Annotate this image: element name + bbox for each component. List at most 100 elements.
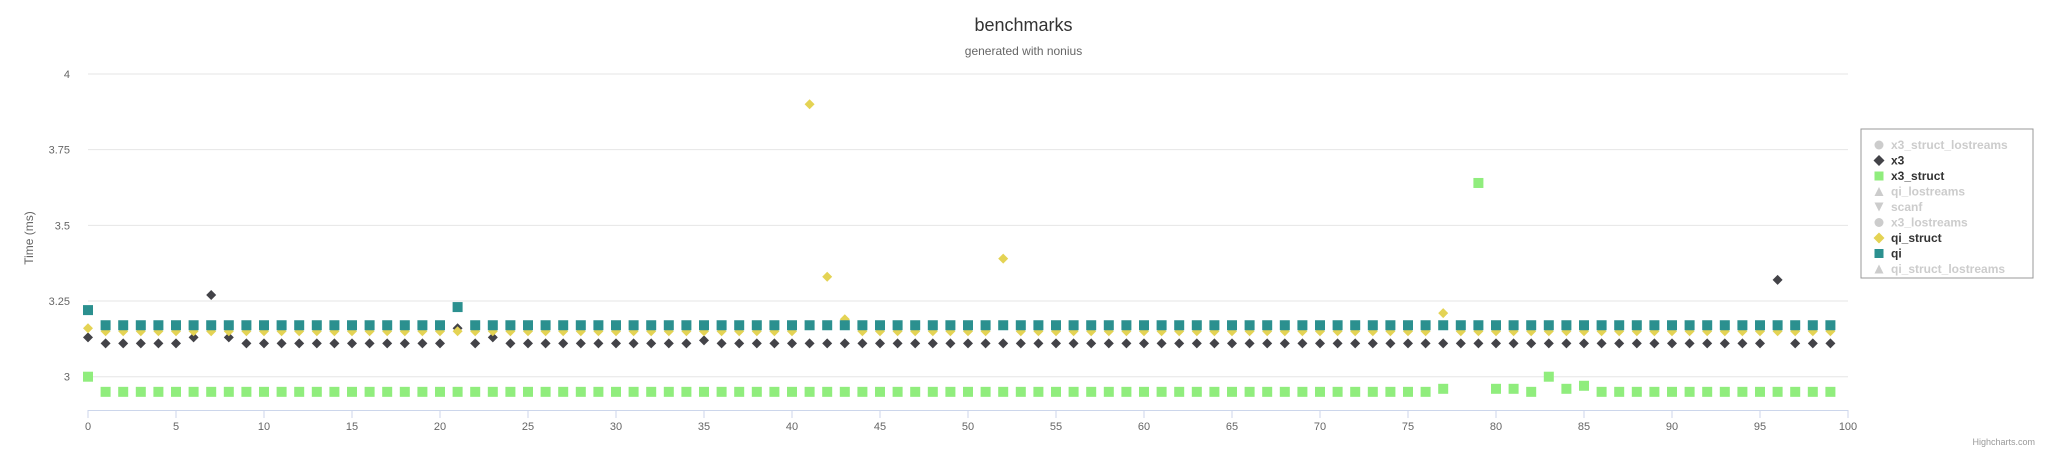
legend-item-qi-lostreams[interactable]: qi_lostreams xyxy=(1874,185,1966,199)
data-point xyxy=(558,338,569,349)
data-point xyxy=(787,386,797,397)
data-point xyxy=(188,320,199,331)
data-point xyxy=(1086,320,1097,331)
data-point xyxy=(1103,338,1114,349)
data-point xyxy=(1385,338,1396,349)
data-point xyxy=(1473,338,1484,349)
data-point xyxy=(523,338,533,349)
data-point xyxy=(998,320,1009,331)
legend-item-qi[interactable]: qi xyxy=(1874,247,1902,261)
data-point xyxy=(206,289,217,300)
x-tick-label: 5 xyxy=(173,421,179,433)
legend-label[interactable]: x3_lostreams xyxy=(1891,216,1968,230)
data-point xyxy=(1139,338,1149,349)
legend-label[interactable]: qi_struct xyxy=(1891,231,1942,245)
data-point xyxy=(927,320,938,331)
data-point xyxy=(1191,386,1202,397)
data-point xyxy=(1438,308,1449,319)
legend-label[interactable]: x3 xyxy=(1891,154,1905,168)
data-point xyxy=(1649,338,1660,349)
data-point xyxy=(1508,320,1519,331)
data-point xyxy=(681,338,692,349)
data-point xyxy=(1279,338,1290,349)
data-point xyxy=(100,338,111,349)
data-point xyxy=(505,386,516,397)
data-point xyxy=(1790,320,1801,331)
data-point xyxy=(822,271,833,282)
legend-item-scanf[interactable]: scanf xyxy=(1874,200,1924,214)
data-point xyxy=(1156,320,1167,331)
chart-subtitle: generated with nonius xyxy=(964,44,1083,58)
legend-item-x3-struct[interactable]: x3_struct xyxy=(1874,169,1945,183)
data-point xyxy=(593,320,604,331)
legend-label[interactable]: qi_struct_lostreams xyxy=(1891,262,2005,276)
data-point xyxy=(1631,338,1642,349)
grid-lines xyxy=(88,73,1848,378)
x-tick-label: 100 xyxy=(1839,421,1857,433)
data-point xyxy=(1438,338,1449,349)
data-point xyxy=(611,386,621,397)
data-point xyxy=(734,320,745,331)
data-point xyxy=(1332,386,1343,397)
x-tick-label: 90 xyxy=(1666,421,1678,433)
data-point xyxy=(822,338,833,349)
data-point xyxy=(1455,320,1466,331)
data-point xyxy=(1191,320,1202,331)
data-point xyxy=(558,386,569,397)
data-point xyxy=(1121,386,1132,397)
data-point xyxy=(593,386,604,397)
data-point xyxy=(1068,320,1079,331)
data-point xyxy=(311,338,322,349)
legend-label[interactable]: qi_lostreams xyxy=(1891,185,1965,199)
data-point xyxy=(1403,338,1413,349)
data-point xyxy=(1420,338,1431,349)
legend-item-qi-struct-lostreams[interactable]: qi_struct_lostreams xyxy=(1874,262,2006,276)
data-point xyxy=(857,386,868,397)
legend-label[interactable]: x3_struct xyxy=(1891,169,1944,183)
legend-item-x3-lostreams[interactable]: x3_lostreams xyxy=(1874,216,1969,230)
data-point xyxy=(963,320,973,331)
legend-label[interactable]: qi xyxy=(1891,247,1902,261)
x-tick-label: 85 xyxy=(1578,421,1590,433)
data-point xyxy=(276,320,287,331)
y-tick-label: 3.75 xyxy=(49,145,70,157)
legend-label[interactable]: x3_struct_lostreams xyxy=(1891,138,2008,152)
data-point xyxy=(505,338,516,349)
data-points xyxy=(83,99,1836,397)
data-point xyxy=(1561,383,1572,394)
data-point xyxy=(311,386,322,397)
data-point xyxy=(1051,338,1061,349)
data-point xyxy=(83,332,93,343)
data-point xyxy=(83,371,93,382)
data-point xyxy=(1227,320,1237,331)
data-point xyxy=(223,386,234,397)
data-point xyxy=(575,338,586,349)
data-point xyxy=(1438,320,1449,331)
data-point xyxy=(83,323,93,334)
data-point xyxy=(628,320,639,331)
data-point xyxy=(1033,338,1044,349)
data-point xyxy=(1667,320,1677,331)
data-point xyxy=(276,386,287,397)
legend-item-x3[interactable]: x3 xyxy=(1873,154,1905,168)
data-point xyxy=(1051,386,1061,397)
data-point xyxy=(998,253,1009,264)
data-point xyxy=(1543,320,1554,331)
legend-marker xyxy=(1874,218,1884,227)
data-point xyxy=(1755,386,1765,397)
data-point xyxy=(1825,386,1836,397)
data-point xyxy=(646,320,657,331)
data-point xyxy=(1385,320,1396,331)
data-point xyxy=(699,320,709,331)
data-point xyxy=(1807,320,1818,331)
x-tick-label: 55 xyxy=(1050,421,1062,433)
data-point xyxy=(1526,386,1537,397)
legend-label[interactable]: scanf xyxy=(1891,200,1923,214)
legend-marker xyxy=(1874,187,1884,196)
legend-item-x3-struct-lostreams[interactable]: x3_struct_lostreams xyxy=(1874,138,2009,152)
data-point xyxy=(487,332,498,343)
data-point xyxy=(1244,320,1255,331)
legend-item-qi-struct[interactable]: qi_struct xyxy=(1873,231,1942,245)
data-point xyxy=(1315,338,1325,349)
